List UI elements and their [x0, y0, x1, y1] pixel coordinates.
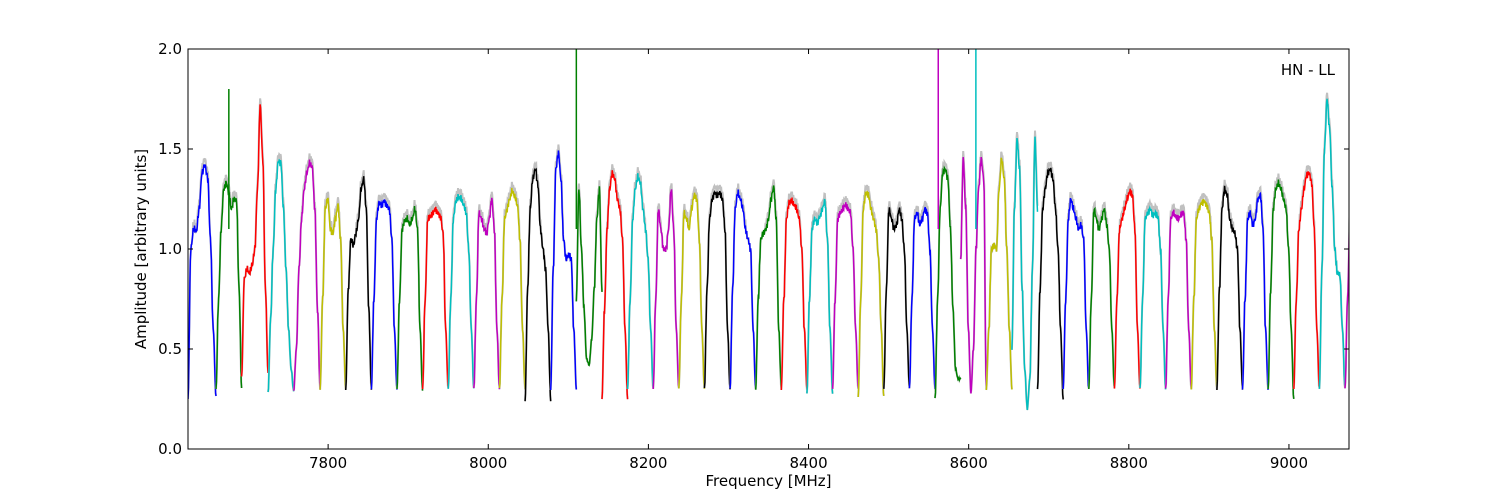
- series-line: [601, 170, 629, 400]
- series-line: [780, 197, 808, 391]
- series-line: [754, 185, 783, 390]
- y-tick-label: 1.5: [158, 140, 182, 158]
- series-line: [1216, 185, 1244, 391]
- series-line: [267, 158, 295, 393]
- plot-area: [188, 49, 1397, 411]
- series-line: [344, 176, 373, 391]
- series-line: [934, 165, 962, 399]
- series-line: [1164, 209, 1193, 390]
- series-line: [1267, 179, 1295, 399]
- series-line: [678, 192, 706, 389]
- annotation-label: HN - LL: [1281, 61, 1336, 79]
- series-line: [652, 189, 680, 390]
- series-line: [883, 207, 911, 389]
- series-line: [319, 197, 347, 390]
- series-shadow-line: [1371, 123, 1397, 394]
- x-tick-label: 8800: [1110, 454, 1148, 472]
- series-line: [1241, 191, 1269, 390]
- y-tick-label: 1.0: [158, 240, 182, 258]
- series-line: [1139, 204, 1167, 390]
- x-tick-label: 8400: [789, 454, 827, 472]
- x-tick-label: 8200: [629, 454, 667, 472]
- series-line: [1113, 188, 1141, 389]
- series-line: [1011, 136, 1039, 411]
- series-line: [240, 104, 269, 377]
- series-line: [1318, 98, 1346, 389]
- series-line: [831, 202, 859, 389]
- series-line: [473, 197, 501, 390]
- series-line: [703, 189, 731, 390]
- y-axis-label: Amplitude [arbitrary units]: [132, 149, 150, 349]
- x-tick-label: 7800: [309, 454, 347, 472]
- series-line: [729, 189, 757, 390]
- series-line: [959, 156, 988, 394]
- series-line: [524, 167, 552, 402]
- y-tick-label: 0.0: [158, 440, 182, 458]
- y-tick-label: 0.5: [158, 340, 182, 358]
- x-tick-label: 8000: [469, 454, 507, 472]
- series-line: [908, 206, 936, 390]
- series-line: [626, 173, 654, 390]
- series-line: [498, 187, 526, 390]
- series-line: [1062, 197, 1090, 389]
- series-line: [370, 199, 398, 390]
- y-tick-label: 2.0: [158, 40, 182, 58]
- axes-frame: [187, 48, 1350, 450]
- series-line: [447, 193, 475, 389]
- series-line: [396, 206, 424, 391]
- series-line: [1190, 198, 1218, 390]
- y-axis: 0.0 0.5 1.0 1.5 2.0: [158, 40, 1349, 458]
- series-line: [421, 206, 449, 390]
- x-axis-label: Frequency [MHz]: [705, 472, 831, 490]
- series-line: [1088, 206, 1116, 390]
- series-line: [985, 157, 1013, 391]
- series-line: [1293, 171, 1321, 390]
- series-line: [1371, 129, 1397, 394]
- series-line: [575, 186, 603, 367]
- series-line: [188, 164, 217, 400]
- series-line: [292, 159, 321, 391]
- series-line: [857, 190, 885, 398]
- x-axis: 7800 8000 8200 8400 8600 8800 9000: [309, 49, 1308, 472]
- series-line: [549, 150, 578, 391]
- x-tick-label: 9000: [1270, 454, 1308, 472]
- series-line: [806, 198, 834, 394]
- x-tick-label: 8600: [950, 454, 988, 472]
- series-shadow-line: [549, 144, 578, 391]
- series-line: [1036, 167, 1064, 400]
